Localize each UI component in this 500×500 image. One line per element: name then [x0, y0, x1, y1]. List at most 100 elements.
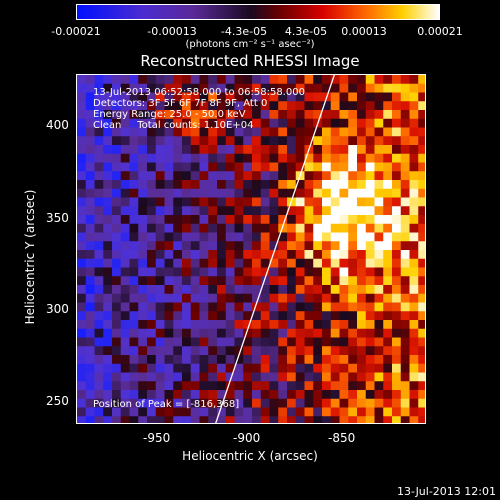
heatmap-cell: [208, 162, 218, 172]
heatmap-cell: [243, 83, 253, 93]
heatmap-cell: [77, 92, 87, 102]
heatmap-cell: [374, 188, 384, 198]
heatmap-cell: [392, 118, 402, 128]
heatmap-cell: [94, 355, 104, 365]
heatmap-cell: [409, 250, 419, 260]
heatmap-cell: [339, 276, 349, 286]
heatmap-cell: [400, 355, 410, 365]
heatmap-cell: [304, 215, 314, 225]
heatmap-cell: [322, 258, 332, 268]
heatmap-cell: [278, 311, 288, 321]
heatmap-cell: [339, 83, 349, 93]
heatmap-cell: [278, 328, 288, 338]
heatmap-cell: [278, 285, 288, 295]
heatmap-cell: [313, 381, 323, 391]
heatmap-cell: [103, 346, 113, 356]
heatmap-cell: [129, 92, 139, 102]
heatmap-cell: [330, 241, 340, 251]
heatmap-cell: [182, 110, 192, 120]
heatmap-cell: [147, 127, 157, 137]
heatmap-cell: [164, 250, 174, 260]
heatmap-cell: [182, 293, 192, 303]
heatmap-cell: [400, 346, 410, 356]
heatmap-cell: [234, 101, 244, 111]
heatmap-cell: [260, 223, 270, 233]
heatmap-cell: [199, 180, 209, 190]
heatmap-cell: [278, 320, 288, 330]
heatmap-cell: [129, 407, 139, 417]
heatmap-cell: [129, 355, 139, 365]
heatmap-cell: [400, 188, 410, 198]
heatmap-cell: [313, 258, 323, 268]
heatmap-cell: [357, 101, 367, 111]
heatmap-cell: [287, 215, 297, 225]
heatmap-cell: [208, 223, 218, 233]
heatmap-svg: [77, 75, 425, 423]
heatmap-cell: [103, 241, 113, 251]
heatmap-cell: [155, 197, 165, 207]
heatmap-cell: [112, 302, 122, 312]
heatmap-cell: [418, 285, 425, 295]
heatmap-cell: [322, 171, 332, 181]
heatmap-cell: [112, 328, 122, 338]
heatmap-cell: [252, 311, 262, 321]
heatmap-cell: [147, 285, 157, 295]
heatmap-cell: [374, 293, 384, 303]
heatmap-cell: [322, 311, 332, 321]
heatmap-cell: [120, 153, 130, 163]
heatmap-cell: [383, 285, 393, 295]
heatmap-cell: [348, 285, 358, 295]
heatmap-cell: [103, 232, 113, 242]
heatmap-cell: [304, 416, 314, 423]
chart-title: Reconstructed RHESSI Image: [140, 52, 360, 70]
heatmap-cell: [313, 328, 323, 338]
heatmap-cell: [269, 293, 279, 303]
heatmap-cell: [304, 398, 314, 408]
heatmap-cell: [94, 232, 104, 242]
heatmap-cell: [409, 153, 419, 163]
heatmap-cell: [138, 101, 148, 111]
heatmap-cell: [120, 127, 130, 137]
heatmap-cell: [173, 346, 183, 356]
heatmap-cell: [190, 241, 200, 251]
heatmap-cell: [339, 127, 349, 137]
heatmap-cell: [225, 206, 235, 216]
heatmap-cell: [103, 320, 113, 330]
heatmap-cell: [252, 390, 262, 400]
heatmap-cell: [243, 320, 253, 330]
heatmap-cell: [365, 328, 375, 338]
heatmap-cell: [103, 398, 113, 408]
heatmap-cell: [103, 162, 113, 172]
heatmap-cell: [103, 127, 113, 137]
heatmap-cell: [339, 110, 349, 120]
heatmap-cell: [260, 136, 270, 146]
heatmap-cell: [400, 267, 410, 277]
heatmap-cell: [129, 416, 139, 423]
heatmap-cell: [295, 355, 305, 365]
heatmap-cell: [400, 363, 410, 373]
heatmap-cell: [287, 223, 297, 233]
heatmap-cell: [243, 162, 253, 172]
heatmap-cell: [278, 83, 288, 93]
heatmap-cell: [278, 381, 288, 391]
heatmap-cell: [94, 302, 104, 312]
heatmap-cell: [269, 206, 279, 216]
heatmap-cell: [164, 416, 174, 423]
heatmap-cell: [129, 206, 139, 216]
heatmap-cell: [348, 197, 358, 207]
heatmap-cell: [365, 250, 375, 260]
heatmap-cell: [217, 145, 227, 155]
heatmap-cell: [155, 258, 165, 268]
heatmap-cell: [295, 276, 305, 286]
heatmap-cell: [339, 241, 349, 251]
heatmap-cell: [129, 180, 139, 190]
heatmap-cell: [400, 381, 410, 391]
heatmap-cell: [208, 320, 218, 330]
heatmap-cell: [392, 293, 402, 303]
heatmap-cell: [112, 276, 122, 286]
heatmap-cell: [155, 101, 165, 111]
heatmap-cell: [400, 223, 410, 233]
heatmap-cell: [103, 136, 113, 146]
heatmap-cell: [112, 92, 122, 102]
heatmap-cell: [400, 118, 410, 128]
